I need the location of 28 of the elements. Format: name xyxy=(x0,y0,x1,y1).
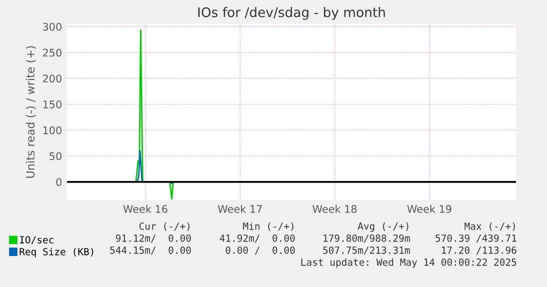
text: Max (-/+) xyxy=(464,222,515,231)
text: 17.20 /113.96 xyxy=(442,246,516,255)
y-tick-label: 150 xyxy=(43,100,62,108)
y-tick-label: 0 xyxy=(56,178,62,186)
text: Avg (-/+) xyxy=(358,222,408,232)
text: 91.12m/ 0.00 xyxy=(116,234,191,243)
text: Cur (-/+) xyxy=(139,222,190,231)
text: 507.75m/213.31m xyxy=(323,246,410,255)
y-tick-label: 200 xyxy=(43,74,62,82)
x-tick-label: Week 19 xyxy=(407,204,452,213)
chart-title: IOs for /dev/sdag - by month xyxy=(198,7,385,20)
y-tick-label: 100 xyxy=(43,126,62,134)
y-tick-label: 250 xyxy=(43,48,62,57)
text: Min (-/+) xyxy=(243,222,294,231)
text: 0.00 / 0.00 xyxy=(226,246,295,255)
text: 544.15m/ 0.00 xyxy=(110,246,191,255)
text: 41.92m/ 0.00 xyxy=(220,234,295,243)
legend-label: IO/sec xyxy=(20,236,54,244)
x-tick-label: Week 16 xyxy=(123,204,168,213)
legend-label: Req Size (KB) xyxy=(20,248,94,258)
text: 570.39 /439.71 xyxy=(436,234,516,243)
text: Last update: Wed May 14 00:00:22 2025 xyxy=(301,258,516,268)
y-tick-label: 300 xyxy=(43,22,62,31)
x-tick-label: Week 18 xyxy=(312,204,357,213)
text: 179.80m/988.29m xyxy=(324,234,410,243)
x-tick-label: Week 17 xyxy=(218,204,262,213)
y-tick-label: 50 xyxy=(50,152,62,160)
y-axis-title: Units read (-) / write (+) xyxy=(26,46,36,178)
